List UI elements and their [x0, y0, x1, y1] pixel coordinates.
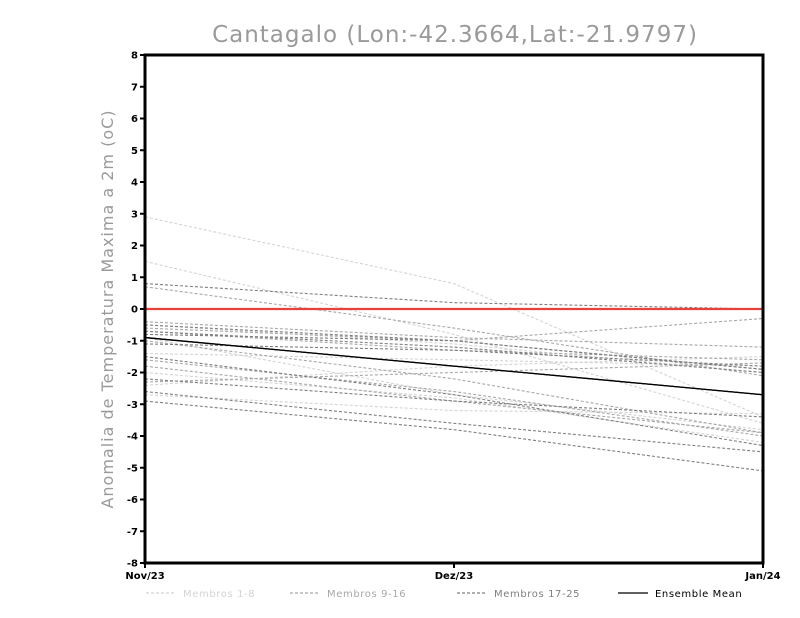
- y-tick-label: -8: [127, 559, 138, 570]
- member-series-line: [144, 286, 764, 377]
- y-tick-label: 7: [131, 82, 138, 93]
- y-tick-label: 1: [131, 273, 138, 284]
- member-series-line: [144, 356, 764, 447]
- legend-label: Ensemble Mean: [655, 589, 742, 600]
- member-series-line: [144, 365, 764, 434]
- y-tick-label: -3: [127, 400, 138, 411]
- y-tick-label: 4: [131, 178, 138, 189]
- y-tick-label: -1: [127, 336, 138, 347]
- y-tick-label: 8: [131, 51, 138, 62]
- member-series-line: [144, 371, 764, 443]
- member-series-line: [144, 216, 764, 418]
- y-tick-label: 3: [131, 209, 138, 220]
- y-tick-label: 5: [131, 146, 138, 157]
- y-tick-label: -4: [127, 432, 138, 443]
- member-series-line: [144, 321, 764, 348]
- y-tick-label: -5: [127, 463, 138, 474]
- member-series-line: [144, 330, 764, 361]
- member-series-line: [144, 337, 764, 431]
- member-series-line: [144, 391, 764, 453]
- member-series-line: [144, 260, 764, 424]
- member-series-line: [144, 359, 764, 437]
- y-tick-label: 6: [131, 114, 138, 125]
- y-tick-label: -2: [127, 368, 138, 379]
- legend-label: Membros 9-16: [327, 589, 406, 600]
- y-axis-label: Anomalia de Temperatura Maxima a 2m (oC): [98, 109, 117, 508]
- member-series-line: [144, 283, 764, 310]
- member-series-line: [144, 333, 764, 370]
- member-series-line: [144, 362, 764, 383]
- member-series-line: [144, 340, 764, 434]
- y-tick-label: -7: [127, 527, 138, 538]
- legend-label: Membros 1-8: [183, 589, 255, 600]
- member-series-line: [144, 400, 764, 472]
- chart-title: Cantagalo (Lon:-42.3664,Lat:-21.9797): [212, 22, 698, 48]
- y-tick-label: -6: [127, 495, 138, 506]
- member-series-line: [144, 324, 764, 374]
- y-tick-label: 2: [131, 241, 138, 252]
- x-tick-label: Dez/23: [435, 571, 474, 582]
- y-tick-label: 0: [131, 305, 138, 316]
- ensemble-mean-line: [144, 336, 764, 396]
- legend: Membros 1-8 Membros 9-16 Membros 17-25 Ense…: [146, 589, 742, 600]
- member-series-line: [144, 330, 764, 374]
- x-tick-label: Nov/23: [125, 571, 164, 582]
- x-tick-label: Jan/24: [744, 571, 780, 582]
- member-series-line: [144, 317, 764, 342]
- member-series-line: [144, 378, 764, 418]
- legend-label: Membros 17-25: [494, 589, 580, 600]
- member-series-line: [144, 343, 764, 367]
- member-series-line: [144, 394, 764, 415]
